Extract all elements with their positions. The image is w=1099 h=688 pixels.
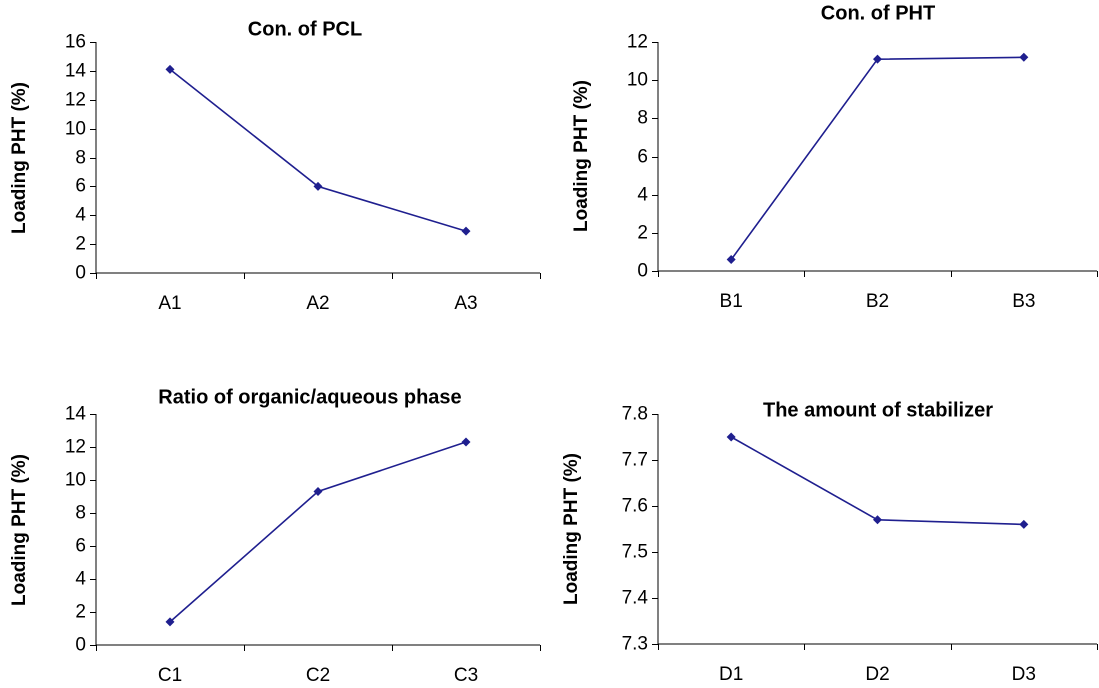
x-tick-label: C1 xyxy=(158,665,182,686)
y-tick-label: 14 xyxy=(65,404,87,425)
data-point-a2 xyxy=(313,181,323,191)
data-point-b1 xyxy=(726,255,736,265)
chart-title: Ratio of organic/aqueous phase xyxy=(158,386,461,408)
series-line xyxy=(730,56,1024,261)
y-tick-label: 10 xyxy=(65,119,86,140)
data-point-c2 xyxy=(313,487,323,497)
y-axis-label: Loading PHT (%) xyxy=(571,80,592,232)
y-tick-label: 8 xyxy=(637,108,648,129)
y-tick-label: 10 xyxy=(627,70,648,91)
y-axis-label: Loading PHT (%) xyxy=(9,82,30,234)
y-axis-label: Loading PHT (%) xyxy=(561,453,582,605)
data-point-d1 xyxy=(726,432,736,442)
y-tick-label: 6 xyxy=(75,176,86,197)
y-tick-label: 7.6 xyxy=(622,496,648,517)
x-tick-label: A1 xyxy=(158,293,181,314)
y-tick-label: 0 xyxy=(75,635,86,656)
series-line xyxy=(169,68,467,232)
y-tick-label: 0 xyxy=(75,263,86,284)
chart-panel-1: Con. of PCL Loading PHT (%) 0 2 4 6 8 10 12 14 16 A… xyxy=(9,18,541,314)
data-point-c3 xyxy=(461,437,471,447)
y-tick-label: 4 xyxy=(75,205,86,226)
y-tick-label: 6 xyxy=(637,147,648,168)
chart-title: Con. of PCL xyxy=(248,18,362,40)
x-tick-label: D3 xyxy=(1012,664,1036,685)
y-tick-label: 12 xyxy=(627,32,648,53)
y-tick-label: 16 xyxy=(65,32,86,53)
y-tick-label: 10 xyxy=(65,470,86,491)
y-tick-label: 4 xyxy=(75,569,86,590)
y-tick-label: 2 xyxy=(75,602,86,623)
x-tick-label: C3 xyxy=(454,665,478,686)
x-tick-label: A2 xyxy=(306,293,329,314)
chart-panel-2: Con. of PHT Loading PHT (%) 0 2 4 6 8 10 12 B1 B2 B… xyxy=(571,2,1098,312)
chart-title: The amount of stabilizer xyxy=(763,399,993,421)
chart-panel-4: The amount of stabilizer Loading PHT (%) 7… xyxy=(561,399,1098,685)
y-axis-label: Loading PHT (%) xyxy=(9,454,30,606)
y-tick-label: 6 xyxy=(75,536,86,557)
x-tick-label: A3 xyxy=(454,293,477,314)
x-tick-label: D1 xyxy=(719,664,743,685)
x-tick-label: D2 xyxy=(865,664,889,685)
y-tick-label: 12 xyxy=(65,437,86,458)
y-tick-label: 8 xyxy=(75,148,86,169)
y-tick-label: 8 xyxy=(75,503,86,524)
y-tick-label: 4 xyxy=(637,185,648,206)
data-point-b3 xyxy=(1019,52,1029,62)
x-tick-label: C2 xyxy=(306,665,330,686)
y-tick-label: 0 xyxy=(637,261,648,282)
y-tick-label: 2 xyxy=(75,234,86,255)
chart-panel-3: Ratio of organic/aqueous phase Loading PH… xyxy=(9,386,541,686)
y-tick-label: 7.8 xyxy=(622,404,648,425)
series-line xyxy=(730,436,1024,526)
x-tick-label: B2 xyxy=(866,291,889,312)
y-tick-label: 14 xyxy=(65,61,87,82)
y-tick-label: 7.4 xyxy=(622,588,649,609)
data-point-a1 xyxy=(165,64,175,74)
data-point-d2 xyxy=(873,515,882,525)
x-tick-label: B3 xyxy=(1012,291,1035,312)
y-tick-label: 7.5 xyxy=(622,542,648,563)
y-tick-label: 12 xyxy=(65,90,86,111)
chart-title: Con. of PHT xyxy=(821,2,935,24)
y-tick-label: 7.3 xyxy=(622,634,648,655)
data-point-b2 xyxy=(873,54,882,64)
series-line xyxy=(169,441,467,623)
y-tick-label: 7.7 xyxy=(622,450,648,471)
data-point-c1 xyxy=(165,617,175,627)
x-tick-label: B1 xyxy=(720,291,743,312)
data-point-d3 xyxy=(1019,519,1029,529)
data-point-a3 xyxy=(461,226,471,236)
y-tick-label: 2 xyxy=(637,223,648,244)
